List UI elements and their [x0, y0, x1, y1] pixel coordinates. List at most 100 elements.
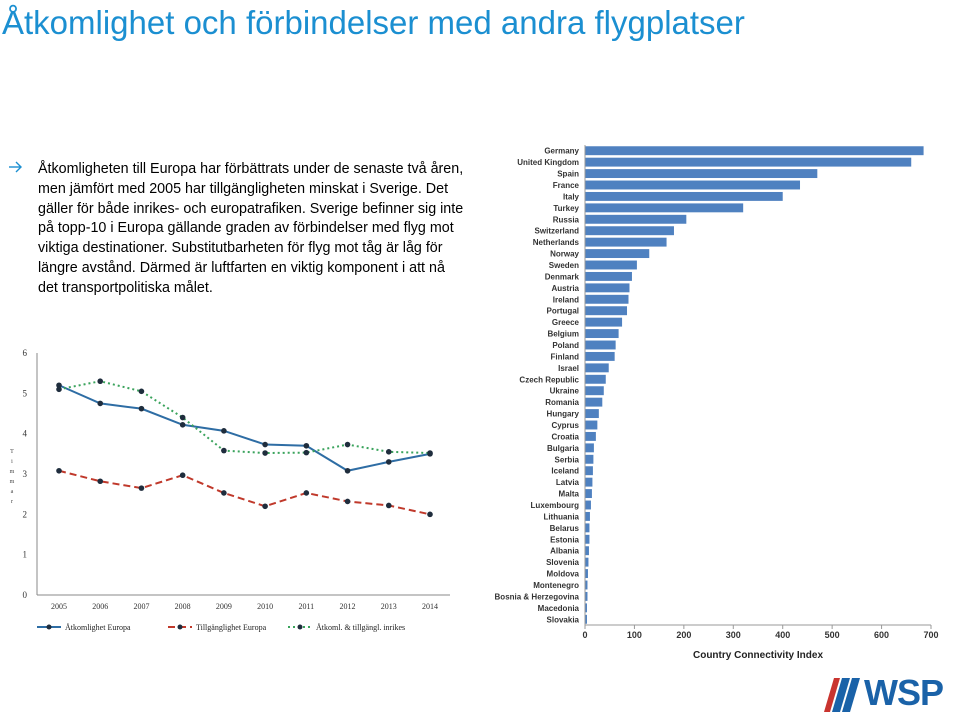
y-tick-label: 6 — [23, 348, 28, 358]
category-label: Israel — [558, 364, 579, 373]
data-point — [138, 405, 145, 412]
category-label: Macedonia — [538, 604, 580, 613]
category-label: Russia — [553, 215, 580, 224]
y-tick-label: 3 — [23, 469, 28, 479]
x-tick-label: 100 — [627, 630, 642, 640]
bar — [585, 409, 599, 419]
bar — [585, 169, 818, 179]
data-point — [427, 511, 433, 518]
y-tick-label: 5 — [23, 388, 28, 398]
data-point — [56, 467, 62, 474]
data-point — [138, 485, 145, 491]
x-tick-label: 2006 — [92, 602, 108, 611]
category-label: Portugal — [547, 307, 579, 316]
x-tick-label: 700 — [923, 630, 938, 640]
data-point — [262, 503, 268, 510]
x-tick-label: 2008 — [175, 602, 191, 611]
bar — [585, 249, 650, 259]
bar — [585, 397, 603, 407]
category-label: Austria — [551, 284, 579, 293]
category-label: Greece — [552, 318, 580, 327]
data-point — [179, 414, 186, 421]
category-label: Finland — [551, 352, 580, 361]
x-tick-label: 0 — [582, 630, 587, 640]
bar — [585, 317, 623, 327]
category-label: Italy — [563, 192, 580, 201]
category-label: Norway — [550, 250, 579, 259]
series-line — [58, 384, 431, 472]
x-tick-label: 2007 — [133, 602, 149, 611]
y-tick-label: 1 — [23, 550, 28, 560]
legend-label: Åtkomlighet Europa — [65, 623, 131, 632]
x-tick-label: 2012 — [340, 602, 356, 611]
bar — [585, 489, 592, 499]
data-point — [385, 449, 392, 455]
bar — [585, 569, 588, 579]
category-label: Ukraine — [550, 387, 580, 396]
data-point — [344, 498, 351, 505]
category-label: Albania — [550, 547, 579, 556]
x-tick-label: 2014 — [422, 602, 438, 611]
category-label: Hungary — [547, 410, 580, 419]
category-label: Iceland — [551, 467, 579, 476]
data-point — [303, 490, 310, 496]
y-tick-label: 0 — [23, 590, 28, 600]
data-point — [97, 478, 104, 485]
data-point — [344, 441, 351, 448]
category-label: Cyprus — [551, 421, 579, 430]
category-label: Serbia — [555, 455, 580, 464]
bar — [585, 614, 587, 624]
data-point — [97, 400, 104, 407]
bar — [585, 591, 588, 601]
category-label: Sweden — [549, 261, 579, 270]
category-label: Bulgaria — [547, 444, 580, 453]
x-tick-label: 200 — [676, 630, 691, 640]
bar — [585, 294, 629, 304]
slide-title: Åtkomlighet och förbindelser med andra f… — [2, 4, 745, 41]
category-label: Netherlands — [533, 238, 580, 247]
series-line — [58, 469, 431, 516]
bar — [585, 191, 783, 201]
category-label: Estonia — [550, 535, 579, 544]
data-point — [344, 467, 351, 474]
series-line — [58, 380, 431, 455]
category-label: Croatia — [551, 432, 579, 441]
bar — [585, 157, 912, 167]
bar — [585, 386, 604, 396]
x-tick-label: 600 — [874, 630, 889, 640]
category-label: Belgium — [547, 330, 579, 339]
category-label: Montenegro — [533, 581, 579, 590]
data-point — [221, 428, 227, 434]
data-point — [179, 421, 186, 428]
bar — [585, 534, 590, 544]
bar — [585, 420, 598, 430]
wsp-logo: WSP — [820, 672, 960, 714]
bar — [585, 237, 667, 247]
x-tick-label: 2005 — [51, 602, 67, 611]
legend-marker — [297, 624, 303, 630]
data-point — [385, 459, 392, 465]
x-tick-label: 2011 — [298, 602, 314, 611]
bar — [585, 283, 630, 293]
x-tick-label: 300 — [726, 630, 741, 640]
x-tick-label: 500 — [825, 630, 840, 640]
data-point — [262, 441, 268, 448]
legend-label: Tillgänglighet Europa — [196, 623, 267, 632]
bar — [585, 329, 619, 339]
bar — [585, 260, 637, 270]
bar — [585, 351, 615, 361]
bar — [585, 180, 801, 190]
category-label: United Kingdom — [517, 158, 579, 167]
legend-marker — [46, 624, 52, 630]
bar — [585, 306, 628, 316]
data-point — [56, 386, 62, 393]
y-tick-label: 4 — [23, 429, 28, 439]
wsp-logo-mark-icon — [824, 678, 860, 712]
connectivity-bar-chart: Germany United Kingdom Spain France Italy Tur… — [495, 145, 939, 661]
category-label: Ireland — [553, 295, 579, 304]
bar — [585, 454, 594, 464]
data-point — [221, 490, 227, 496]
category-label: Switzerland — [535, 227, 580, 236]
bar — [585, 271, 632, 281]
